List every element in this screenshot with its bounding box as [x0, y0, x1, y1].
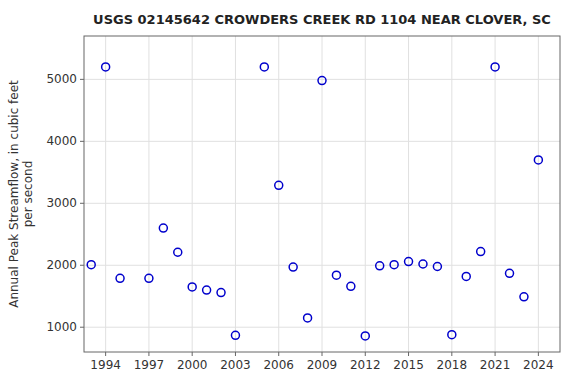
- point: [419, 260, 427, 268]
- plot-frame: [84, 36, 560, 352]
- grid-line-x: [365, 36, 366, 352]
- point: [405, 258, 413, 266]
- x-tick-label: 2000: [177, 358, 208, 372]
- x-tick-label: 1997: [134, 358, 165, 372]
- x-tick: [495, 352, 496, 356]
- x-tick: [365, 352, 366, 356]
- point: [188, 283, 196, 291]
- grid-line-x: [451, 36, 452, 352]
- y-tick-label: 1000: [46, 320, 77, 334]
- point: [260, 63, 268, 71]
- y-tick: [80, 327, 84, 328]
- y-tick: [80, 79, 84, 80]
- grid-line-x: [105, 36, 106, 352]
- plot-background: [84, 36, 560, 352]
- point: [534, 156, 542, 164]
- point: [87, 261, 95, 269]
- x-tick-label: 2024: [523, 358, 554, 372]
- grid: [84, 36, 560, 352]
- point: [203, 286, 211, 294]
- grid-line-x: [235, 36, 236, 352]
- point: [217, 289, 225, 297]
- x-tick: [148, 352, 149, 356]
- x-tick: [192, 352, 193, 356]
- point: [491, 63, 499, 71]
- x-tick-label: 2018: [437, 358, 468, 372]
- point: [318, 77, 326, 85]
- title: USGS 02145642 CROWDERS CREEK RD 1104 NEA…: [93, 12, 551, 27]
- grid-line-x: [322, 36, 323, 352]
- point: [376, 262, 384, 270]
- point: [174, 248, 182, 256]
- x-tick: [451, 352, 452, 356]
- chart-container: 1000 2000 3000 4000 5000 1994 1997 2000 2003 2006…: [0, 0, 576, 384]
- point: [433, 262, 441, 270]
- x-tick-label: 2021: [480, 358, 511, 372]
- point: [347, 282, 355, 290]
- point: [275, 181, 283, 189]
- y-tick: [80, 265, 84, 266]
- points: [87, 63, 542, 340]
- y-tick: [80, 141, 84, 142]
- x-tick-label: 2015: [393, 358, 424, 372]
- grid-line-x: [408, 36, 409, 352]
- point: [116, 274, 124, 282]
- point: [145, 274, 153, 282]
- x-tick-label: 1994: [90, 358, 121, 372]
- point: [231, 331, 239, 339]
- y-tick-label: 4000: [46, 134, 77, 148]
- x-tick-label: 2012: [350, 358, 381, 372]
- y-tick-label: 2000: [46, 258, 77, 272]
- point: [520, 293, 528, 301]
- point: [361, 332, 369, 340]
- chart: 1000 2000 3000 4000 5000 1994 1997 2000 2003 2006…: [0, 0, 576, 384]
- point: [477, 248, 485, 256]
- x-tick: [235, 352, 236, 356]
- x-tick: [322, 352, 323, 356]
- point: [332, 271, 340, 279]
- point: [304, 314, 312, 322]
- x-tick: [408, 352, 409, 356]
- x-tick-label: 2006: [263, 358, 294, 372]
- point: [462, 272, 470, 280]
- point: [289, 263, 297, 271]
- axes: 1000 2000 3000 4000 5000 1994 1997 2000 2003 2006…: [46, 72, 553, 372]
- point: [448, 331, 456, 339]
- y-axis-label: Annual Peak Streamflow, in cubic feetper…: [7, 80, 35, 308]
- x-tick: [105, 352, 106, 356]
- x-tick-label: 2009: [307, 358, 338, 372]
- grid-line-x: [495, 36, 496, 352]
- x-tick: [538, 352, 539, 356]
- y-tick: [80, 203, 84, 204]
- grid-line-x: [148, 36, 149, 352]
- x-tick: [278, 352, 279, 356]
- grid-line-x: [538, 36, 539, 352]
- point: [390, 261, 398, 269]
- point: [102, 63, 110, 71]
- x-tick-label: 2003: [220, 358, 251, 372]
- grid-line-x: [278, 36, 279, 352]
- grid-line-x: [192, 36, 193, 352]
- point: [159, 224, 167, 232]
- y-tick-label: 3000: [46, 196, 77, 210]
- point: [506, 269, 514, 277]
- y-tick-label: 5000: [46, 72, 77, 86]
